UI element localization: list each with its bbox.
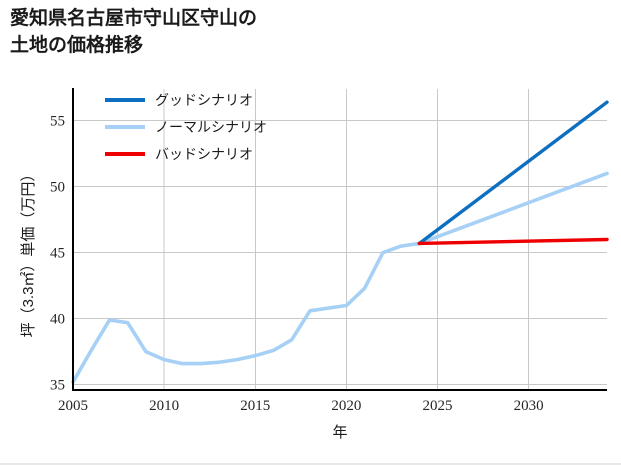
x-tick-label: 2005	[58, 398, 88, 414]
y-tick-label: 55	[50, 114, 65, 130]
y-tick-label: 45	[50, 246, 65, 262]
y-tick-label: 50	[50, 180, 65, 196]
x-tick-label: 2030	[514, 398, 544, 414]
y-axis-tick-labels: 35 40 45 50 55	[50, 114, 65, 394]
x-tick-label: 2015	[240, 398, 270, 414]
chart-title: 愛知県名古屋市守山区守山の 土地の価格推移	[10, 8, 258, 56]
y-tick-label: 40	[50, 312, 65, 328]
x-tick-label: 2025	[423, 398, 453, 414]
x-tick-label: 2020	[331, 398, 361, 414]
x-axis-tick-labels: 2005 2010 2015 2020 2025 2030	[58, 398, 544, 414]
x-axis-title: 年	[332, 424, 347, 441]
axis-lines	[71, 88, 607, 392]
bottom-divider	[0, 463, 621, 465]
legend-label-bad: バッドシナリオ	[155, 148, 253, 163]
y-tick-label: 35	[50, 378, 65, 394]
series-lines	[71, 100, 609, 384]
legend-label-good: グッドシナリオ	[155, 93, 253, 109]
y-axis-title: 坪（3.3㎡）単価（万円）	[20, 167, 37, 338]
x-tick-label: 2010	[149, 398, 179, 414]
legend-label-normal: ノーマルシナリオ	[155, 121, 267, 136]
